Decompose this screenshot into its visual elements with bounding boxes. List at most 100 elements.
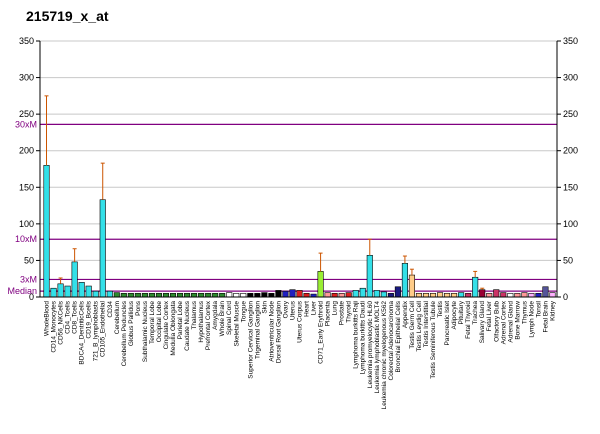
bar — [359, 287, 366, 298]
bar — [205, 293, 212, 298]
bar — [387, 293, 394, 298]
bar — [451, 293, 458, 298]
bar — [71, 261, 78, 298]
ytick-label-left: 250 — [19, 109, 34, 119]
bar — [317, 271, 324, 298]
category-label: Adipocyte — [451, 301, 458, 330]
bar — [465, 293, 472, 298]
category-label: Appendix — [402, 300, 409, 328]
reference-label: Median — [7, 286, 37, 296]
bar — [507, 293, 514, 298]
category-label: CD4_Tcells — [65, 300, 72, 334]
category-label: Uterus — [289, 300, 296, 320]
bar — [148, 293, 155, 298]
ytick-label-left: 350 — [19, 36, 34, 46]
category-label: Occipital Lobe — [156, 301, 163, 343]
bar — [120, 293, 127, 298]
bar — [226, 292, 233, 298]
category-label: Salivary Gland — [479, 301, 486, 344]
category-label: Lymph Node — [528, 301, 535, 338]
category-label: Cerebellum Peduncles — [121, 300, 128, 366]
category-label: Testis Germ Cell — [409, 300, 416, 348]
bar — [127, 293, 134, 298]
bar — [500, 292, 507, 298]
bar — [162, 293, 170, 298]
bar — [479, 289, 486, 298]
category-labels: WholeBlood CD14_Monocytes CD56_NKCells CD4_… — [44, 300, 557, 409]
category-label: Colorectal Adenocarcinoma — [388, 301, 395, 381]
category-label: Placenta — [325, 301, 332, 327]
bar — [261, 292, 268, 298]
bar — [169, 293, 177, 298]
ytick-label-right: 350 — [563, 36, 578, 46]
category-label: Tonsil — [535, 300, 542, 317]
category-label: CD34 — [107, 301, 114, 318]
bar — [514, 293, 521, 298]
category-label: CD71_Early Erythroid — [318, 301, 325, 364]
bar — [437, 292, 444, 298]
ytick-label-right: 0 — [563, 292, 568, 302]
category-label: Cingulate Cortex — [163, 300, 170, 349]
bar — [289, 289, 296, 298]
bar — [240, 293, 247, 298]
bar — [542, 286, 549, 298]
category-label: Fetal Thyroid — [465, 301, 472, 339]
bar — [198, 293, 205, 298]
bar — [247, 293, 254, 298]
bar — [57, 283, 64, 298]
bar — [303, 293, 310, 298]
bar — [429, 293, 437, 298]
category-label: Lung — [332, 301, 339, 316]
bar — [535, 293, 542, 298]
category-label: BDCA4_DentriticCells — [79, 300, 86, 364]
axis-layer: 0 0 50 50 100 100 150 150 200 200 250 250 300 300 350 3… — [19, 36, 578, 302]
category-label: Atrioventricular Node — [268, 301, 275, 362]
category-label: Parietal Lobe — [177, 301, 184, 340]
category-label: Testis Leydig Cell — [416, 300, 423, 351]
bar — [549, 292, 556, 298]
bar — [458, 292, 465, 298]
category-label: Globus Pallidus — [128, 300, 135, 346]
category-label: Ovary — [282, 300, 289, 318]
category-label: Adrenal Gland — [507, 301, 514, 343]
bar — [212, 293, 219, 298]
bar — [184, 293, 191, 298]
category-label: CD105_Endothelial — [100, 300, 107, 357]
category-label: Testis Interstitial — [423, 300, 430, 347]
bar — [493, 289, 500, 298]
bar — [155, 293, 162, 298]
category-label: Amygdala — [212, 301, 219, 330]
category-label: WholeBlood — [44, 301, 51, 336]
reference-label: 3xM — [20, 274, 37, 284]
bar — [99, 199, 106, 298]
category-label: Dorsal Root Ganglion — [275, 301, 282, 364]
ytick-label-left: 300 — [19, 73, 34, 83]
category-label: 721_B_lymphoblasts — [93, 300, 100, 361]
bar — [380, 291, 387, 298]
bar — [401, 263, 408, 298]
category-label: Lymphoma burkitts Daudi — [360, 301, 367, 374]
bar — [296, 290, 303, 298]
category-label: Testis Seminiferous Tubule — [430, 301, 437, 379]
bar — [352, 290, 359, 298]
bar — [176, 293, 184, 298]
bar — [106, 290, 113, 298]
bar — [85, 285, 92, 298]
ytick-label-right: 150 — [563, 182, 578, 192]
bar — [422, 293, 430, 298]
bar — [219, 293, 226, 298]
category-label: Adrenal Cortex — [500, 300, 507, 344]
ytick-label-left: 150 — [19, 182, 34, 192]
category-label: Skin — [261, 301, 268, 314]
category-label: Olfactory Bulb — [493, 301, 500, 342]
grid-layer — [40, 40, 557, 298]
category-label: Cerebellum — [114, 301, 121, 334]
category-label: Subthalamic Nucleus — [142, 300, 149, 362]
bars-layer — [43, 165, 556, 298]
category-label: Lymphoma burkitts Raji — [353, 301, 360, 369]
category-label: Whole Brain — [219, 301, 226, 337]
bar — [78, 282, 85, 298]
bar — [141, 293, 148, 298]
bar — [275, 290, 282, 298]
category-label: Trigeminal Ganglion — [254, 301, 261, 359]
